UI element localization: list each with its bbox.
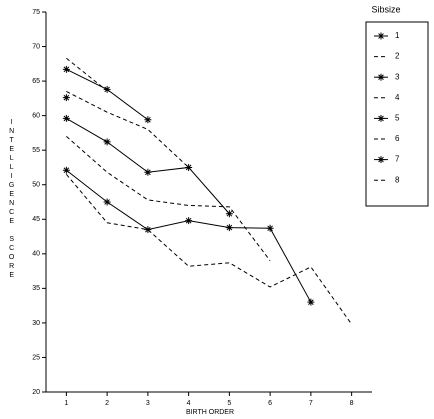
marker [225,224,233,232]
x-tick-label: 6 [268,400,272,407]
series-line [66,57,108,92]
x-tick-label: 3 [146,400,150,407]
y-tick-label: 70 [32,43,40,50]
y-tick-label: 35 [32,285,40,292]
marker [103,138,111,146]
legend-box [365,21,429,207]
x-tick-label: 5 [227,400,231,407]
marker [144,226,152,234]
legend-label: 4 [395,93,400,102]
x-axis-label: BIRTH ORDER [186,409,234,416]
marker [103,198,111,206]
y-tick-label: 30 [32,320,40,327]
y-tick-label: 45 [32,216,40,223]
series-line [66,117,230,215]
marker [225,210,233,218]
marker [62,166,70,174]
legend-label: 7 [395,155,400,164]
y-tick-label: 65 [32,78,40,85]
legend-label: 1 [395,31,400,40]
series-line [66,91,189,168]
y-tick-label: 25 [32,354,40,361]
y-tick-label: 50 [32,182,40,189]
legend-label: 5 [395,114,400,123]
marker [144,116,152,124]
marker [62,65,70,73]
legend-marker [377,73,385,81]
series-line [66,169,312,303]
marker [103,85,111,93]
x-tick-label: 8 [350,400,354,407]
y-axis-label: INTELLIGENCE SCORE [8,119,15,281]
legend-label: 8 [395,175,400,184]
legend-marker [377,32,385,40]
marker [307,298,315,306]
x-tick-label: 2 [105,400,109,407]
marker [266,224,274,232]
series-line [66,135,271,262]
legend-title: Sibsize [371,4,400,14]
x-tick-label: 1 [64,400,68,407]
x-tick-label: 7 [309,400,313,407]
y-tick-label: 40 [32,251,40,258]
series-line [65,174,353,325]
marker [144,168,152,176]
legend-label: 6 [395,134,400,143]
y-tick-label: 55 [32,147,40,154]
marker [62,114,70,122]
legend-label: 3 [395,72,400,81]
x-tick-label: 4 [187,400,191,407]
legend-marker [377,156,385,164]
y-tick-label: 60 [32,112,40,119]
y-tick-label: 20 [32,389,40,396]
legend-marker [377,114,385,122]
y-tick-label: 75 [32,9,40,16]
marker [185,163,193,171]
marker [185,217,193,225]
legend-label: 2 [395,52,400,61]
marker [62,94,70,102]
